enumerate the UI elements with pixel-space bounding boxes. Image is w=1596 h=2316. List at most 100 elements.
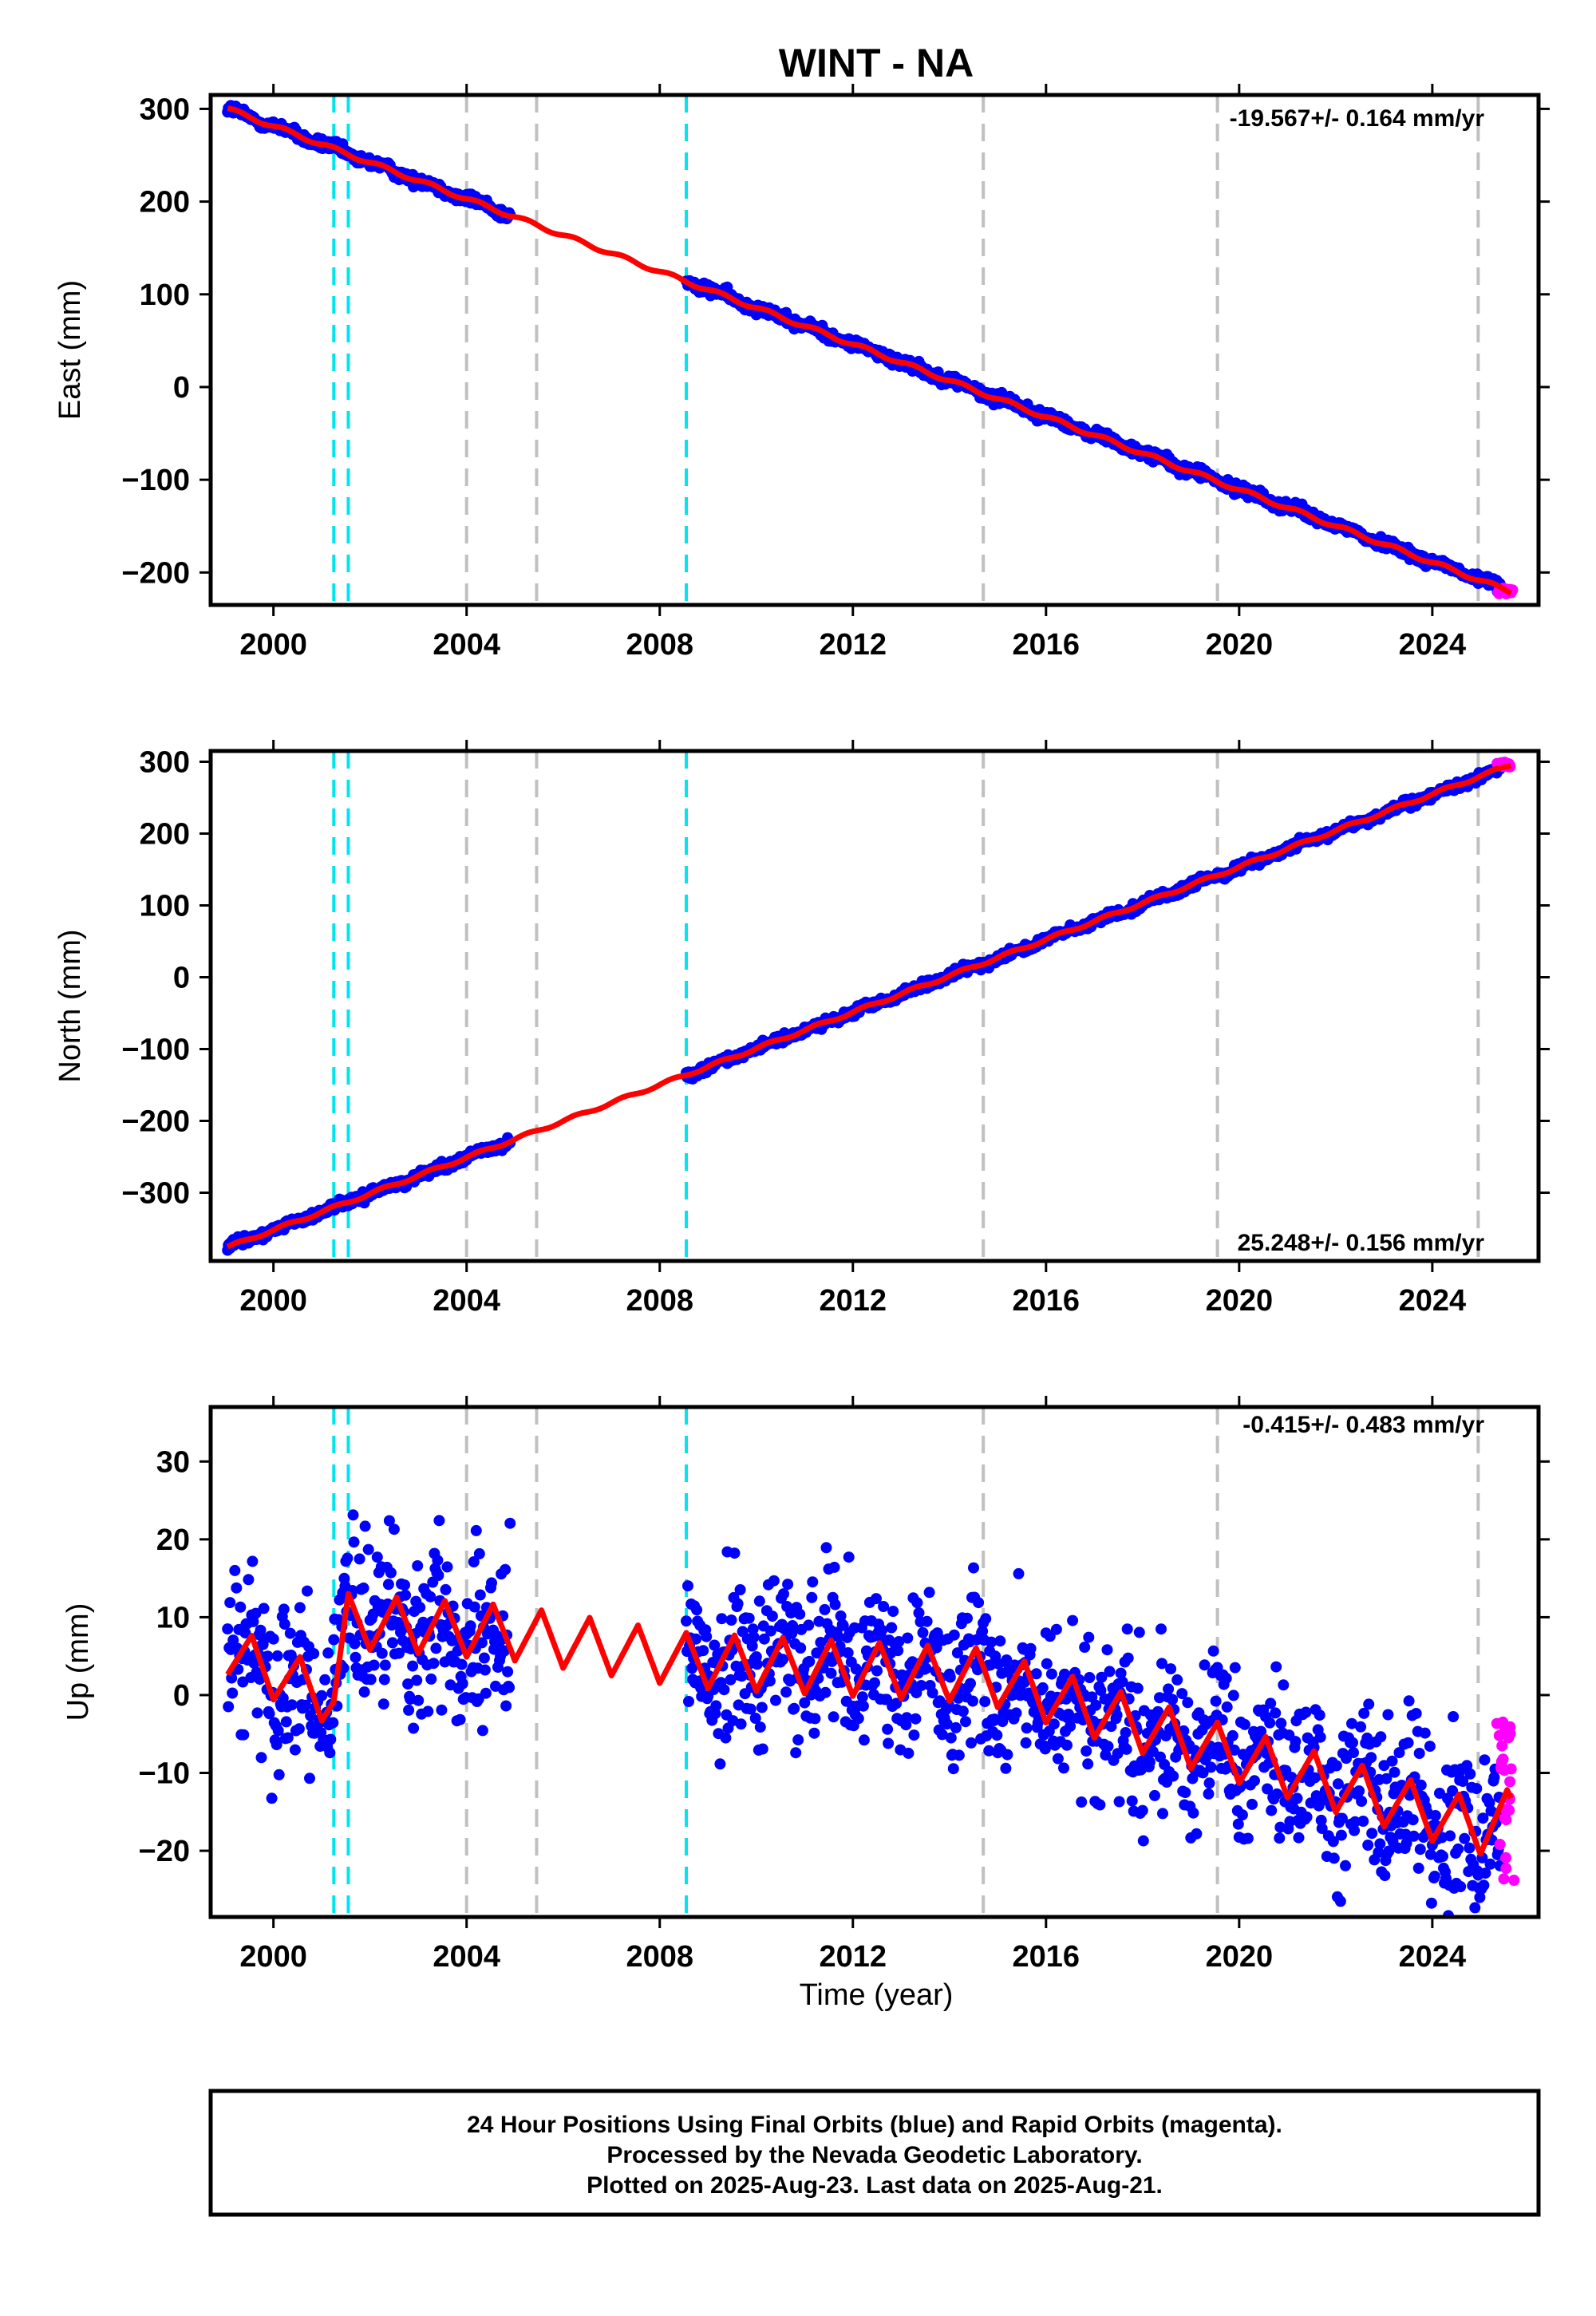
final-orbit-point: [1083, 1631, 1095, 1643]
final-orbit-point: [1156, 1623, 1167, 1635]
final-orbit-point: [743, 1612, 755, 1624]
final-orbit-point: [1076, 1796, 1088, 1808]
x-axis-label: Time (year): [800, 1978, 954, 2012]
final-orbit-point: [729, 1547, 741, 1559]
final-orbit-point: [869, 1677, 880, 1689]
final-orbit-point: [1229, 1662, 1241, 1674]
x-tick-label: 2024: [1399, 628, 1467, 662]
final-orbit-point: [819, 1603, 831, 1615]
final-orbit-point: [777, 1654, 788, 1666]
final-orbit-point: [691, 1604, 703, 1616]
final-orbit-point: [1347, 1737, 1358, 1749]
final-orbit-point: [322, 1647, 334, 1659]
final-orbit-point: [1133, 1626, 1145, 1638]
final-orbit-point: [478, 1652, 490, 1664]
final-orbit-point: [828, 1711, 839, 1723]
y-tick-label: −300: [121, 1177, 190, 1211]
final-orbit-point: [456, 1678, 468, 1690]
final-orbit-point: [325, 1733, 337, 1745]
final-orbit-point: [1356, 1796, 1368, 1807]
final-orbit-point: [756, 1701, 768, 1713]
final-orbit-point: [820, 1542, 832, 1554]
final-orbit-point: [1122, 1652, 1134, 1664]
final-orbit-point: [400, 1589, 412, 1601]
final-orbit-point: [957, 1705, 969, 1717]
y-tick-label: 0: [173, 371, 190, 405]
final-orbit-point: [407, 1660, 419, 1672]
y-tick-label: −20: [139, 1835, 190, 1868]
final-orbit-point: [1120, 1727, 1132, 1738]
final-orbit-point: [734, 1584, 746, 1595]
final-orbit-point: [408, 1722, 420, 1734]
final-orbit-point: [1402, 1737, 1414, 1749]
final-orbit-point: [1340, 1860, 1351, 1871]
final-orbit-point: [828, 1561, 840, 1573]
y-tick-label: 100: [140, 279, 190, 312]
rapid-orbit-point: [1500, 1863, 1512, 1875]
final-orbit-point: [994, 1635, 1006, 1647]
final-orbit-point: [1314, 1731, 1326, 1743]
final-orbit-point: [1249, 1775, 1260, 1787]
final-orbit-point: [422, 1705, 434, 1717]
final-orbit-point: [1471, 1783, 1483, 1795]
final-orbit-point: [1136, 1804, 1148, 1816]
final-orbit-point: [354, 1553, 365, 1565]
final-orbit-point: [735, 1718, 747, 1730]
y-tick-label: 300: [140, 746, 190, 780]
final-orbit-point: [371, 1551, 383, 1563]
final-orbit-point: [247, 1555, 259, 1567]
final-orbit-point: [1246, 1798, 1258, 1810]
final-orbit-point: [1021, 1722, 1033, 1734]
final-orbit-point: [923, 1587, 935, 1599]
model-fit-line: [225, 105, 1514, 596]
final-orbit-point: [950, 1721, 962, 1733]
x-tick-label: 2020: [1206, 1284, 1274, 1318]
final-orbit-point: [224, 1597, 236, 1609]
final-orbit-point: [979, 1696, 991, 1708]
rapid-orbit-point: [1494, 1839, 1506, 1850]
final-orbit-point: [1330, 1760, 1342, 1772]
final-orbit-point: [1274, 1832, 1286, 1844]
final-orbit-point: [1167, 1694, 1179, 1705]
footer-line-3: Plotted on 2025-Aug-23. Last data on 202…: [587, 2172, 1163, 2199]
final-orbit-point: [681, 1615, 692, 1627]
final-orbit-point: [316, 1690, 328, 1701]
final-orbit-point: [413, 1694, 425, 1706]
final-orbit-point: [1157, 1808, 1168, 1820]
final-orbit-point: [1366, 1828, 1378, 1840]
final-orbit-point: [1182, 1697, 1194, 1709]
y-tick-label: 200: [140, 186, 190, 219]
final-orbit-point: [425, 1591, 437, 1603]
final-orbit-point: [1227, 1690, 1239, 1701]
panels: 2000 2004 2008 2012 2016 2020 2024−200−1000100…: [53, 84, 1550, 1974]
final-orbit-point: [382, 1579, 394, 1591]
final-orbit-point: [1126, 1795, 1138, 1807]
x-tick-label: 2016: [1013, 628, 1080, 662]
final-orbit-point: [1291, 1792, 1303, 1804]
final-orbit-point: [1013, 1567, 1025, 1579]
final-orbit-point: [238, 1729, 250, 1741]
rapid-orbit-point: [1504, 1721, 1516, 1733]
final-orbit-point: [753, 1595, 765, 1607]
final-orbit-point: [945, 1732, 957, 1744]
final-orbit-point: [1452, 1843, 1464, 1855]
final-orbit-point: [1389, 1766, 1400, 1778]
final-orbit-point: [1363, 1698, 1375, 1710]
final-orbit-point: [1464, 1768, 1476, 1780]
final-orbit-point: [1469, 1902, 1481, 1914]
final-orbit-point: [947, 1763, 959, 1775]
final-orbit-point: [377, 1698, 389, 1710]
final-orbit-point: [1403, 1695, 1415, 1707]
final-orbit-point: [1165, 1663, 1177, 1675]
final-orbit-point: [368, 1659, 380, 1671]
final-orbit-point: [362, 1543, 374, 1555]
final-orbit-point: [433, 1570, 444, 1581]
final-orbit-point: [1171, 1674, 1183, 1686]
final-orbit-point: [1220, 1673, 1232, 1684]
y-tick-label: −200: [121, 1105, 190, 1139]
x-tick-label: 2004: [433, 1940, 500, 1974]
final-orbit-point: [754, 1721, 766, 1733]
final-orbit-point: [1275, 1717, 1287, 1729]
final-orbit-point: [716, 1613, 728, 1625]
